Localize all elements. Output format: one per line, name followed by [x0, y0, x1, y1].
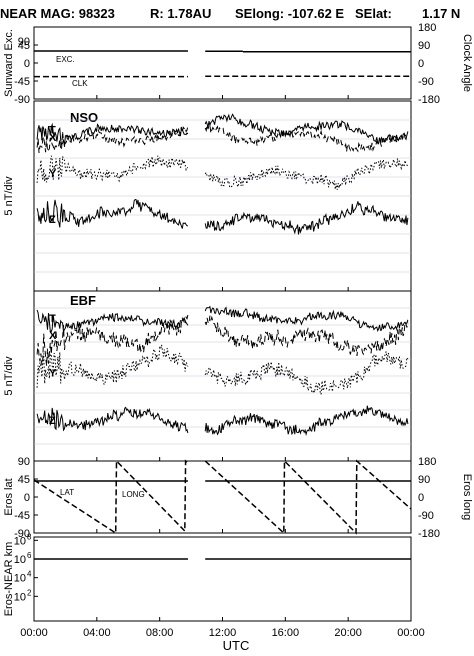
nso-label-y: Y — [49, 168, 57, 180]
nso-series-y — [36, 155, 189, 183]
panel-sunward: Sunward Exc. Clock Angle 45 0 -45 -90 90 180… — [3, 22, 473, 106]
panel-eros-distance-ytick-exp: 2 — [27, 588, 32, 597]
panel-sunward-ytick-right: -180 — [418, 94, 440, 106]
panel-eros-distance-ylabel: Eros-NEAR km — [3, 542, 15, 617]
ebf-series-y — [204, 351, 409, 395]
panel-eros-distance-ytick: 10 — [14, 591, 26, 603]
panel-sunward-ytick-right: 90 — [418, 40, 430, 52]
exc-label: EXC. — [56, 55, 75, 64]
panel-eros-distance-ytick-exp: 8 — [27, 532, 32, 541]
x-tick-label: 16:00 — [272, 627, 300, 639]
panel-sunward-ytick: 90 — [18, 36, 30, 48]
panel-nso-ylabel: 5 nT/div — [3, 176, 15, 216]
x-tick-label: 00:00 — [397, 627, 425, 639]
panel-sunward-ytick-right: 180 — [418, 22, 436, 34]
panel-eros-distance-ytick: 10 — [14, 554, 26, 566]
panel-eros-distance-frame — [33, 536, 412, 622]
panel-eros-angles-ytick-right: 90 — [418, 474, 430, 486]
ebf-series-t — [204, 305, 409, 333]
ebf-label-z: Z — [49, 415, 56, 427]
clk-label: CLK — [72, 79, 88, 88]
panel-eros-angles-ytick: 0 — [24, 492, 30, 504]
panel-eros-angles-ytick-right: 180 — [418, 456, 436, 468]
nso-series-y — [204, 157, 409, 190]
lat-label: LAT — [60, 488, 74, 497]
panel-ebf-ylabel: 5 nT/div — [3, 356, 15, 396]
panel-eros-distance-ytick-exp: 4 — [27, 570, 32, 579]
ebf-series-y — [36, 344, 189, 388]
ebf-series-x — [36, 314, 189, 366]
long-series — [33, 459, 412, 535]
panel-eros-angles-ytick: -45 — [14, 510, 30, 522]
panel-ebf-title: EBF — [70, 293, 96, 308]
panel-eros-angles-frame — [33, 460, 412, 534]
panel-eros-angles-ytick-right: -180 — [418, 528, 440, 540]
header-selat-value: 1.17 N — [422, 6, 460, 21]
ebf-label-t: T — [49, 313, 56, 325]
ebf-label-y: Y — [49, 368, 57, 380]
header-r: R: 1.78AU — [150, 6, 211, 21]
panel-eros-distance-ytick: 10 — [14, 535, 26, 547]
panel-eros-angles-ytick-right: -90 — [418, 510, 434, 522]
nso-label-x: X — [49, 132, 57, 144]
panel-sunward-ytick-right: 0 — [418, 58, 424, 70]
panel-eros-angles-ylabel: Eros lat — [3, 478, 15, 515]
header-selat-label: SElat: — [355, 6, 392, 21]
ebf-label-x: X — [49, 330, 57, 342]
panel-eros-angles-ytick: 90 — [18, 456, 30, 468]
nso-label-z: Z — [49, 214, 56, 226]
panel-sunward-ytick: -45 — [14, 76, 30, 88]
panel-nso: 5 nT/div NSO TX Y Z — [3, 100, 412, 292]
header-selong: SElong: -107.62 E — [235, 6, 344, 21]
header-title: NEAR MAG: 98323 — [0, 6, 115, 21]
panel-sunward-ytick: 45 — [18, 40, 30, 52]
panel-eros-angles-ytick-right: 0 — [418, 492, 424, 504]
panel-nso-title: NSO — [70, 110, 98, 125]
panel-sunward-ylabel: Sunward Exc. — [3, 29, 15, 97]
panel-eros-distance-ytick-exp: 6 — [27, 551, 32, 560]
panel-eros-angles-ytick: 45 — [18, 474, 30, 486]
x-tick-label: 00:00 — [20, 627, 48, 639]
panel-sunward-ylabel-right: Clock Angle — [461, 34, 473, 92]
nso-series-x — [36, 125, 189, 153]
nso-series-z — [204, 201, 409, 235]
ebf-series-x — [204, 315, 409, 357]
nso-series-t — [204, 113, 409, 145]
header: NEAR MAG: 98323 R: 1.78AU SElong: -107.6… — [0, 6, 460, 21]
x-tick-label: 12:00 — [209, 627, 237, 639]
panel-ebf: 5 nT/div EBF TX Y Z — [3, 290, 412, 462]
panel-eros-angles-ytick: -90 — [14, 528, 30, 540]
panel-sunward-ytick-right: -90 — [418, 76, 434, 88]
panel-eros-angles: Eros lat Eros long 90 45 0 -45 -90 180 90 0 -90… — [3, 456, 473, 540]
nso-label-t: T — [49, 125, 56, 137]
x-axis-label: UTC — [223, 638, 250, 653]
x-tick-label: 08:00 — [146, 627, 174, 639]
nso-series-z — [36, 198, 189, 229]
ebf-series-t — [36, 309, 189, 334]
panel-sunward-ytick: -90 — [14, 94, 30, 106]
x-tick-label: 04:00 — [83, 627, 111, 639]
ebf-series-z — [36, 406, 189, 434]
panel-eros-distance-ytick: 10 — [14, 573, 26, 585]
x-axis: 00:00 04:00 08:00 12:00 16:00 20:00 00:00 UTC — [20, 95, 425, 653]
x-tick-label: 20:00 — [334, 627, 362, 639]
panel-eros-angles-ylabel-right: Eros long — [461, 474, 473, 520]
long-label: LONG — [122, 490, 145, 499]
panel-sunward-frame — [33, 26, 412, 100]
nso-series-x — [204, 124, 408, 153]
ebf-series-z — [204, 405, 409, 437]
panel-sunward-ytick: 0 — [24, 58, 30, 70]
